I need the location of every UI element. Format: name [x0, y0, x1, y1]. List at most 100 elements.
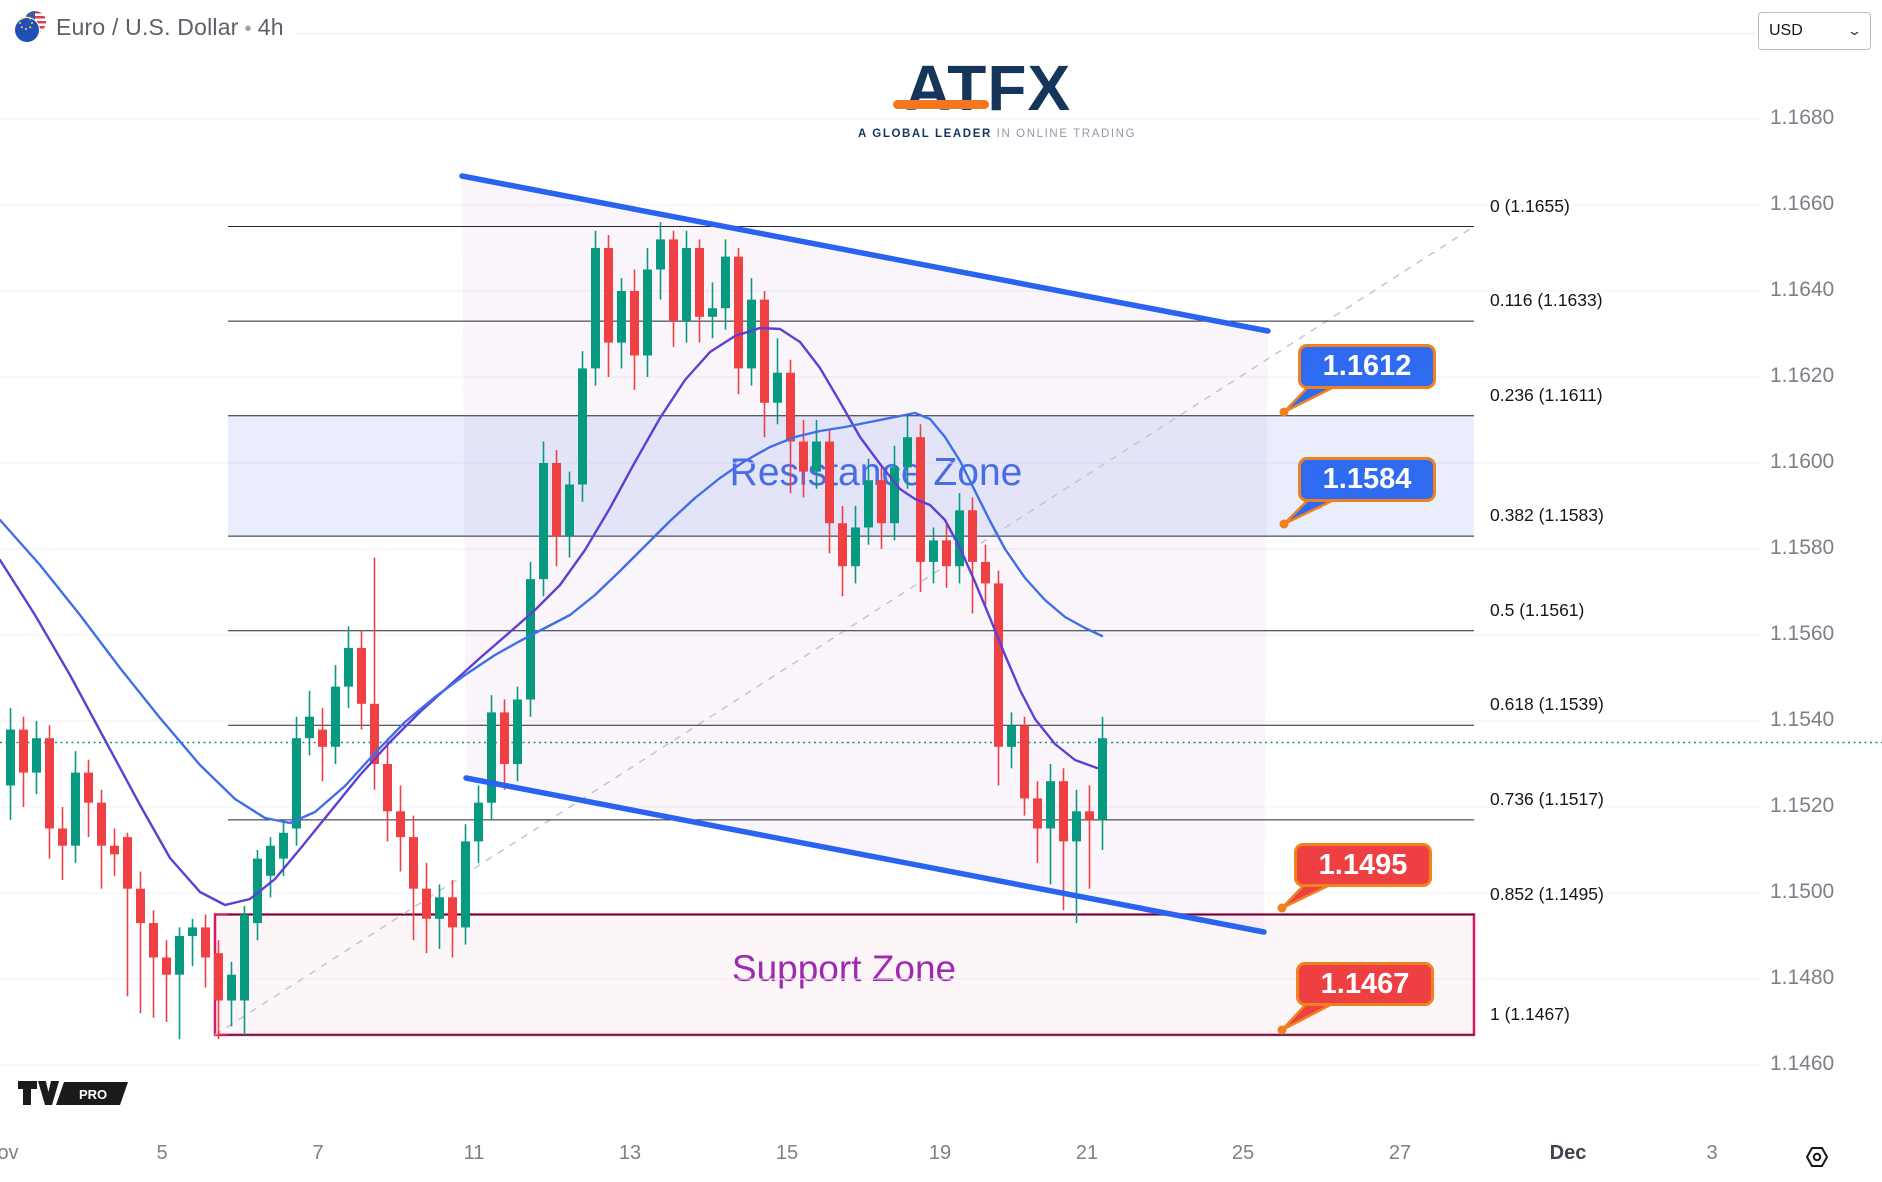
candle-up	[331, 686, 340, 747]
gear-icon[interactable]	[1804, 1144, 1830, 1170]
candle-down	[1085, 811, 1094, 820]
x-axis-label: 27	[1388, 1142, 1412, 1164]
support-zone[interactable]	[213, 913, 1476, 1037]
symbol-title: Euro / U.S. Dollar • 4h	[56, 13, 284, 40]
candle-down	[799, 441, 808, 472]
candle-up	[6, 729, 15, 786]
candle-up	[929, 540, 938, 562]
candle-down	[877, 480, 886, 524]
x-axis-label: Dec	[1549, 1142, 1587, 1164]
fib-level-label: 0.236 (1.1611)	[1490, 384, 1603, 405]
candle-down	[409, 837, 418, 889]
candle-up	[526, 579, 535, 700]
y-axis-label: 1.1480	[1770, 966, 1835, 989]
ma-fast-purple	[0, 326, 1099, 907]
candle-down	[695, 248, 704, 317]
candle-down	[97, 802, 106, 846]
y-axis-label: 1.1620	[1770, 364, 1835, 387]
fib-level-label: 0.852 (1.1495)	[1490, 883, 1604, 904]
fib-level-label: 0.618 (1.1539)	[1490, 694, 1604, 715]
y-axis-label: 1.1680	[1770, 106, 1835, 129]
price-callout[interactable]: 1.1584	[1298, 457, 1436, 502]
candle-down	[318, 729, 327, 747]
y-axis-label: 1.1640	[1770, 278, 1835, 301]
candle-down	[825, 441, 834, 524]
support-zone-label: Support Zone	[660, 948, 1028, 990]
currency-select[interactable]: USD ⌄	[1758, 12, 1871, 50]
eurusd-flag-icon	[14, 11, 46, 43]
candle-up	[773, 372, 782, 403]
candlestick-series[interactable]	[6, 222, 1107, 1040]
chevron-down-icon: ⌄	[1846, 23, 1863, 38]
candle-up	[851, 527, 860, 567]
candle-up	[708, 308, 717, 317]
candle-up	[1098, 738, 1107, 820]
symbol-header[interactable]: Euro / U.S. Dollar • 4h	[14, 11, 284, 43]
candle-up	[591, 248, 600, 369]
fib-level-label: 0.116 (1.1633)	[1490, 290, 1603, 311]
eu-flag-icon	[14, 17, 40, 43]
candle-down	[760, 299, 769, 403]
candle-down	[552, 463, 561, 537]
candle-down	[149, 923, 158, 958]
candle-down	[1020, 725, 1029, 799]
candle-down	[162, 957, 171, 975]
candle-up	[812, 441, 821, 472]
candle-up	[578, 368, 587, 485]
tradingview-logo[interactable]: PRO	[16, 1078, 136, 1108]
upper-channel-line[interactable]	[459, 173, 1271, 334]
x-axis-label: 3	[1706, 1142, 1718, 1164]
price-callout[interactable]: 1.1467	[1296, 962, 1434, 1006]
y-axis-label: 1.1660	[1770, 192, 1835, 215]
lower-channel-line[interactable]	[463, 775, 1267, 935]
candle-up	[175, 936, 184, 975]
candle-down	[123, 837, 132, 889]
interval-label: 4h	[257, 13, 284, 40]
fib-level-label: 0.736 (1.1517)	[1490, 788, 1604, 809]
atfx-logo-orange-bar	[892, 100, 989, 109]
candle-up	[1072, 811, 1081, 842]
channel-fill	[462, 176, 1268, 932]
candle-up	[955, 510, 964, 567]
price-callout[interactable]: 1.1495	[1294, 843, 1432, 887]
fib-level-label: 1 (1.1467)	[1490, 1003, 1570, 1024]
candle-down	[734, 256, 743, 369]
eu-stars-icon	[25, 22, 27, 24]
candle-up	[435, 897, 444, 919]
candle-up	[864, 480, 873, 528]
candle-down	[942, 540, 951, 567]
y-axis-label: 1.1540	[1770, 708, 1835, 731]
callout-anchor-dot	[1279, 519, 1289, 529]
x-axis-label: 7	[312, 1142, 324, 1164]
candle-up	[266, 845, 275, 876]
y-axis-label: 1.1460	[1770, 1052, 1835, 1075]
candle-up	[240, 914, 249, 1001]
candle-up	[1046, 781, 1055, 829]
x-axis-label: 11	[463, 1142, 485, 1164]
fib-retracement[interactable]	[228, 226, 1474, 1036]
candle-down	[604, 248, 613, 343]
grid-lines	[0, 118, 1762, 1066]
y-axis-label: 1.1600	[1770, 450, 1835, 473]
price-callout[interactable]: 1.1612	[1298, 344, 1436, 389]
currency-value: USD	[1769, 22, 1803, 39]
candle-up	[487, 712, 496, 803]
candle-down	[383, 764, 392, 812]
atfx-logo: ATFX A GLOBAL LEADER IN ONLINE TRADING	[858, 56, 1137, 140]
candle-up	[682, 248, 691, 322]
candle-down	[58, 828, 67, 846]
candle-up	[656, 239, 665, 270]
candle-down	[136, 888, 145, 924]
y-axis-label: 1.1580	[1770, 536, 1835, 559]
candle-down	[422, 888, 431, 919]
candle-up	[344, 647, 353, 687]
candle-down	[214, 953, 223, 1001]
candle-down	[448, 897, 457, 928]
x-axis-label: ov	[0, 1142, 19, 1164]
atfx-tagline: A GLOBAL LEADER IN ONLINE TRADING	[858, 128, 1137, 140]
resistance-zone[interactable]	[228, 415, 1474, 537]
candle-up	[1007, 725, 1016, 747]
x-axis-label: 13	[618, 1142, 642, 1164]
separator-dot: •	[244, 17, 252, 40]
